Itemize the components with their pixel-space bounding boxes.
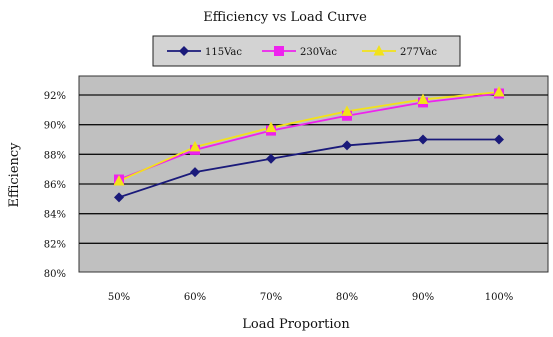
data-point-diamond xyxy=(494,134,504,145)
data-point-diamond xyxy=(114,192,124,203)
y-tick-label: 82% xyxy=(44,239,66,250)
data-point-diamond xyxy=(179,46,189,56)
legend: 115Vac 230Vac 277Vac xyxy=(152,35,461,67)
y-tick-label: 92% xyxy=(44,91,66,102)
series-markers xyxy=(113,86,505,203)
plot-area xyxy=(78,75,549,273)
x-tick-label: 60% xyxy=(184,292,206,303)
x-tick-labels: 50% 60% 70% 80% 90% 100% xyxy=(108,292,513,303)
data-point-square xyxy=(274,46,284,56)
chart-title: Efficiency vs Load Curve xyxy=(203,10,367,25)
y-axis-label: Efficiency xyxy=(7,142,22,208)
y-tick-label: 84% xyxy=(44,210,66,221)
series-line xyxy=(118,91,500,182)
x-tick-label: 100% xyxy=(485,292,514,303)
data-point-triangle xyxy=(189,140,201,152)
data-point-triangle xyxy=(341,105,353,116)
series-lines xyxy=(118,91,500,199)
x-tick-label: 50% xyxy=(108,292,130,303)
y-tick-labels: 80% 82% 84% 86% 88% 90% 92% xyxy=(44,91,66,280)
x-axis-label: Load Proportion xyxy=(242,317,350,332)
x-tick-label: 90% xyxy=(412,292,434,303)
data-point-diamond xyxy=(266,153,276,164)
y-tick-label: 80% xyxy=(44,269,66,280)
data-point-diamond xyxy=(418,134,428,145)
legend-label: 277Vac xyxy=(400,47,437,58)
data-point-triangle xyxy=(373,45,385,56)
data-point-triangle xyxy=(113,175,125,186)
gridlines xyxy=(79,94,548,244)
series-line xyxy=(118,138,499,199)
data-point-diamond xyxy=(342,140,352,151)
legend-box xyxy=(152,35,461,67)
y-tick-label: 88% xyxy=(44,150,66,161)
data-point-triangle xyxy=(493,86,505,97)
x-tick-label: 70% xyxy=(260,292,282,303)
data-point-triangle xyxy=(265,121,277,133)
y-tick-label: 90% xyxy=(44,121,66,132)
y-tick-label: 86% xyxy=(44,180,66,191)
x-tick-label: 80% xyxy=(336,292,358,303)
series-line xyxy=(118,92,500,181)
data-point-triangle xyxy=(417,93,429,104)
data-point-diamond xyxy=(190,167,200,178)
legend-label: 115Vac xyxy=(205,47,242,58)
legend-label: 230Vac xyxy=(300,47,337,58)
